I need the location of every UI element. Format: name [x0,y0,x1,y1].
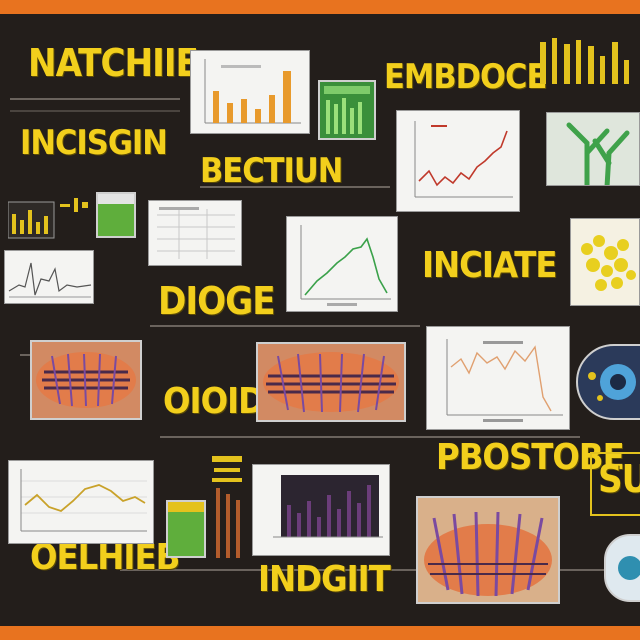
coral-image-thumbnail [30,340,142,420]
coral-image-thumbnail [256,342,406,422]
headline-label: SU [598,457,640,501]
divider-line [10,110,180,112]
blue-ornament-thumbnail [576,344,640,420]
divider-line [200,186,390,188]
small-bar-icon [8,198,88,239]
green-screen-thumbnail [166,500,206,558]
yellow-frame-box [590,452,640,516]
headline-label: OIOID [163,381,265,422]
collage-board: NATCHIIE EMBDOCE INCISGIN BECTIUN DIOGE … [0,14,640,626]
headline-label: DIOGE [158,279,276,323]
headline-label: INCISGIN [20,123,168,163]
green-line-plot-thumbnail [286,216,398,312]
waveform-thumbnail [4,250,94,304]
table-plot-thumbnail [148,200,242,266]
headline-label: INDGIIT [258,559,391,600]
dark-bar-chart-thumbnail [252,464,390,556]
stripe-block [540,38,629,84]
coral-image-thumbnail [416,496,560,604]
green-screen-thumbnail [96,192,136,238]
headline-label: OELHIEB [30,537,180,578]
red-line-plot-thumbnail [396,110,520,212]
green-monitor-thumbnail [318,80,376,140]
headline-label: NATCHIIE [28,41,199,85]
headline-label: BECTIUN [200,151,343,191]
headline-label: PBOSTOBE [436,437,625,478]
headline-label: INCIATE [422,245,557,286]
divider-line [10,98,180,100]
yellow-line-plot-thumbnail [8,460,154,544]
small-column-icon [212,456,242,558]
divider-line [120,569,620,571]
plant-image-thumbnail [546,112,640,186]
bar-chart-thumbnail [190,50,310,134]
headline-label: EMBDOCE [384,57,547,97]
area-plot-thumbnail [426,326,570,430]
partial-image-thumbnail [604,534,640,602]
divider-line [150,325,420,327]
divider-line [160,436,580,438]
flower-image-thumbnail [570,218,640,306]
